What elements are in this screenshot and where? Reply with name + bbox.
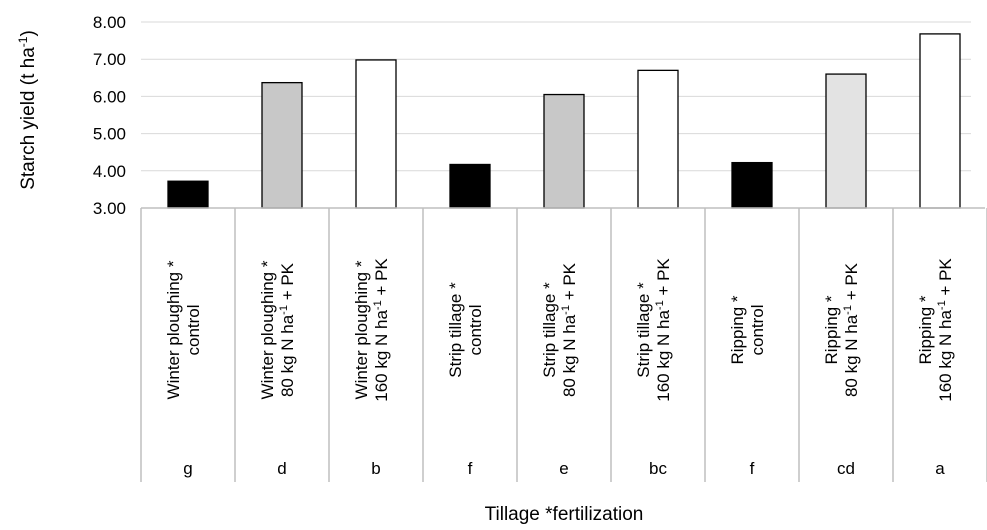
bar (825, 73, 867, 209)
bar (731, 161, 773, 209)
bar (167, 180, 209, 209)
bar (449, 163, 491, 209)
y-tick-label: 8.00 (93, 13, 126, 32)
y-axis-title: Starch yield (t ha-1) (16, 30, 39, 190)
y-tick-label: 4.00 (93, 162, 126, 181)
category-label: Strip tillage *80 kg N ha-1 + PK (540, 262, 579, 397)
significance-labels: g d b f e bc f cd a (183, 459, 945, 478)
category-label: Ripping *160 kg N ha-1 + PK (916, 258, 955, 402)
x-axis-title: Tillage *fertilization (485, 504, 644, 525)
bar (261, 81, 303, 209)
category-axis-frame (140, 207, 987, 482)
category-label: Strip tillage *control (446, 282, 485, 378)
significance-letter: d (277, 459, 286, 478)
category-labels: Winter ploughing *control Winter ploughin… (164, 258, 955, 402)
bar (919, 33, 961, 209)
bars (167, 33, 961, 209)
significance-letter: b (371, 459, 380, 478)
y-tick-label: 5.00 (93, 125, 126, 144)
significance-letter: bc (649, 459, 667, 478)
y-tick-label: 3.00 (93, 199, 126, 218)
category-label: Winter ploughing *160 kg N ha-1 + PK (352, 258, 391, 402)
significance-letter: e (559, 459, 568, 478)
y-tick-label: 7.00 (93, 50, 126, 69)
bar (355, 59, 397, 209)
category-label: Winter ploughing *80 kg N ha-1 + PK (258, 260, 297, 399)
category-label: Ripping *80 kg N ha-1 + PK (822, 262, 861, 397)
y-tick-label: 6.00 (93, 87, 126, 106)
bar (637, 69, 679, 209)
significance-letter: a (935, 459, 945, 478)
significance-letter: f (468, 459, 473, 478)
significance-letter: cd (837, 459, 855, 478)
significance-letter: f (750, 459, 755, 478)
category-label: Winter ploughing *control (164, 260, 203, 399)
category-label: Strip tillage *160 kg N ha-1 + PK (634, 258, 673, 402)
bar (543, 93, 585, 209)
y-axis-ticks: 3.00 4.00 5.00 6.00 7.00 8.00 (93, 13, 126, 218)
significance-letter: g (183, 459, 192, 478)
category-label: Ripping *control (728, 295, 767, 364)
